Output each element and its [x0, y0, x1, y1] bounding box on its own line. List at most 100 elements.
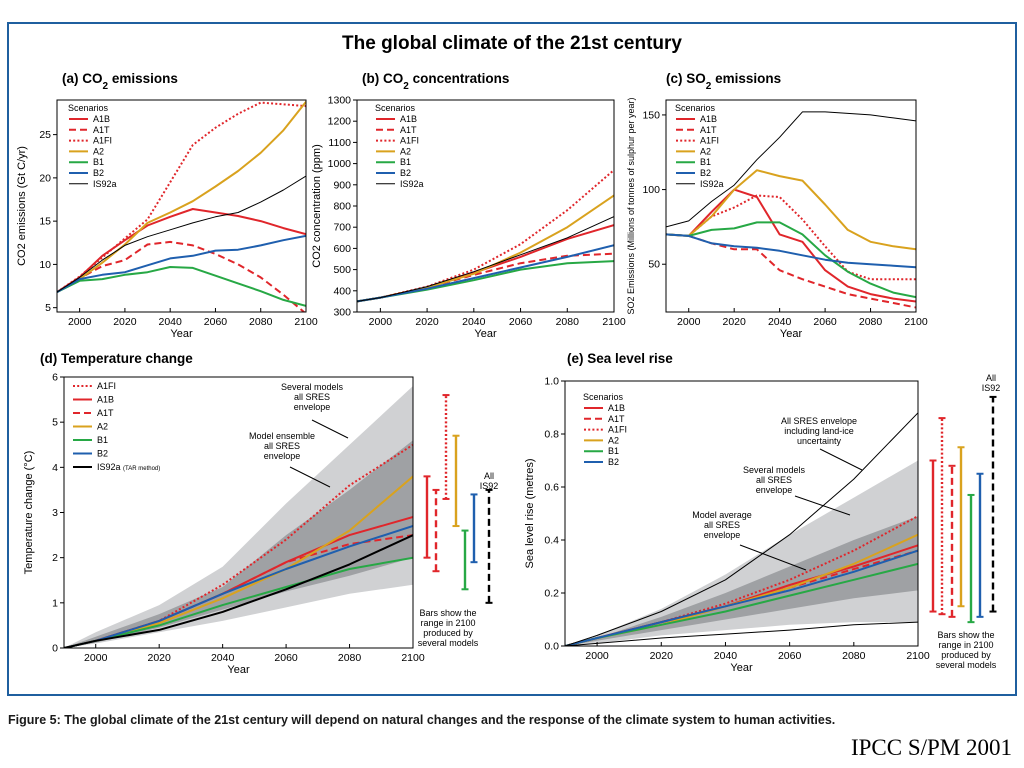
y-tick-label: 700 [333, 222, 351, 234]
panel-a: (a) CO2 emissions 2000 2020 2040 2060 2080 210… [16, 71, 318, 340]
panel-title: (d) Temperature change [40, 351, 193, 366]
legend-label: A1T [400, 125, 417, 135]
series-a2 [666, 169, 916, 251]
plot-area [57, 101, 306, 312]
legend-label: IS92a (TAR method) [97, 462, 160, 472]
x-tick-label: 2040 [714, 650, 738, 662]
annotation-average: envelope [704, 530, 741, 540]
legend-label: A1T [93, 125, 110, 135]
annotation-inner: envelope [264, 451, 301, 461]
y-tick-label: 25 [39, 129, 51, 141]
x-tick-label: 2100 [294, 316, 318, 328]
panel-b: (b) CO2 concentrations 2000 2020 2040 2060 20… [311, 71, 626, 340]
legend-label: A1FI [93, 136, 112, 146]
x-axis-label: Year [170, 328, 193, 340]
annotation-outer: Several models [281, 382, 344, 392]
annotation-average: Model average [692, 510, 752, 520]
x-tick-label: 2060 [778, 650, 802, 662]
annotation-bars-note: range in 2100 [938, 640, 993, 650]
x-tick-label: 2040 [462, 316, 486, 328]
series-b1 [666, 221, 916, 299]
y-tick-label: 15 [39, 216, 51, 228]
annotation-inner: all SRES [264, 441, 300, 451]
annotation-land-ice: All SRES envelope [781, 416, 857, 426]
annotation-average: all SRES [704, 520, 740, 530]
annotation-all-is92: IS92 [480, 481, 499, 491]
legend-title: Scenarios [68, 103, 109, 113]
y-tick-label: 1000 [328, 158, 352, 170]
legend-label: A2 [97, 422, 108, 432]
x-axis-label: Year [730, 662, 753, 674]
series-a1t [57, 240, 306, 312]
range-bars [929, 395, 997, 624]
legend-label: A1T [97, 408, 114, 418]
annotation-bars-note: Bars show the [419, 608, 476, 618]
x-tick-label: 2020 [723, 316, 747, 328]
x-tick-label: 2080 [338, 652, 362, 664]
legend-title: Scenarios [675, 103, 716, 113]
envelope-outer [64, 386, 413, 648]
y-axis-label: Temperature change (°C) [23, 451, 35, 575]
panel-title: (c) SO2 emissions [666, 71, 781, 92]
annotation-bars-note: range in 2100 [420, 618, 475, 628]
legend-label: A1FI [400, 136, 419, 146]
x-tick-label: 2040 [768, 316, 792, 328]
annotation-outer: envelope [294, 402, 331, 412]
series-a2 [357, 194, 614, 303]
axes-frame [56, 99, 307, 313]
x-tick-label: 2020 [415, 316, 439, 328]
y-axis-label: CO2 concentration (ppm) [311, 144, 323, 268]
y-tick-label: 100 [642, 184, 660, 196]
x-tick-label: 2000 [68, 316, 92, 328]
y-tick-label: 2 [52, 552, 58, 564]
figure-title: The global climate of the 21st century [342, 33, 682, 54]
x-tick-label: 2060 [509, 316, 533, 328]
legend-title: Scenarios [583, 392, 624, 402]
annotation-all-is92: IS92 [982, 383, 1001, 393]
y-tick-label: 4 [52, 462, 58, 474]
annotation-leader [739, 544, 807, 571]
legend-title: Scenarios [375, 103, 416, 113]
legend-label: B2 [700, 168, 711, 178]
legend-label: IS92a [400, 179, 424, 189]
figure-frame [7, 22, 1017, 696]
legend-label: A1B [93, 114, 110, 124]
series-a1fi [64, 443, 413, 648]
plot-area [64, 386, 413, 648]
legend-label: A2 [700, 146, 711, 156]
legend: A1FI A1B A1T A2 B1 B2 IS92a (TAR method) [73, 381, 160, 472]
y-tick-label: 300 [333, 307, 351, 319]
annotation-leader [289, 466, 331, 488]
annotation-leader [311, 419, 349, 439]
annotation-bars-note: several models [418, 638, 479, 648]
annotation-bars-note: several models [936, 660, 997, 670]
legend-label: B1 [93, 157, 104, 167]
series-a1fi [357, 169, 614, 303]
legend-label: IS92a [700, 179, 724, 189]
legend-label: A1B [400, 114, 417, 124]
annotation-all-is92: All [484, 471, 494, 481]
range-bars [423, 394, 493, 604]
y-tick-label: 5 [45, 302, 51, 314]
annotation-all-is92: All [986, 373, 996, 383]
annotation-bars-note: produced by [423, 628, 473, 638]
x-axis-label: Year [780, 328, 803, 340]
annotation-land-ice: uncertainty [797, 436, 842, 446]
y-tick-label: 1 [52, 597, 58, 609]
series-b2 [57, 234, 306, 293]
series-b2 [357, 244, 614, 303]
axes-frame [356, 99, 615, 313]
series-a1t [666, 233, 916, 309]
legend-label: B2 [400, 168, 411, 178]
x-axis-label: Year [474, 328, 497, 340]
annotation-inner: Model ensemble [249, 431, 315, 441]
legend-label: A1B [97, 395, 114, 405]
x-tick-label: 2000 [369, 316, 393, 328]
legend-label: A1FI [608, 425, 627, 435]
x-tick-label: 2080 [859, 316, 883, 328]
y-axis-label: Sea level rise (metres) [524, 458, 536, 568]
